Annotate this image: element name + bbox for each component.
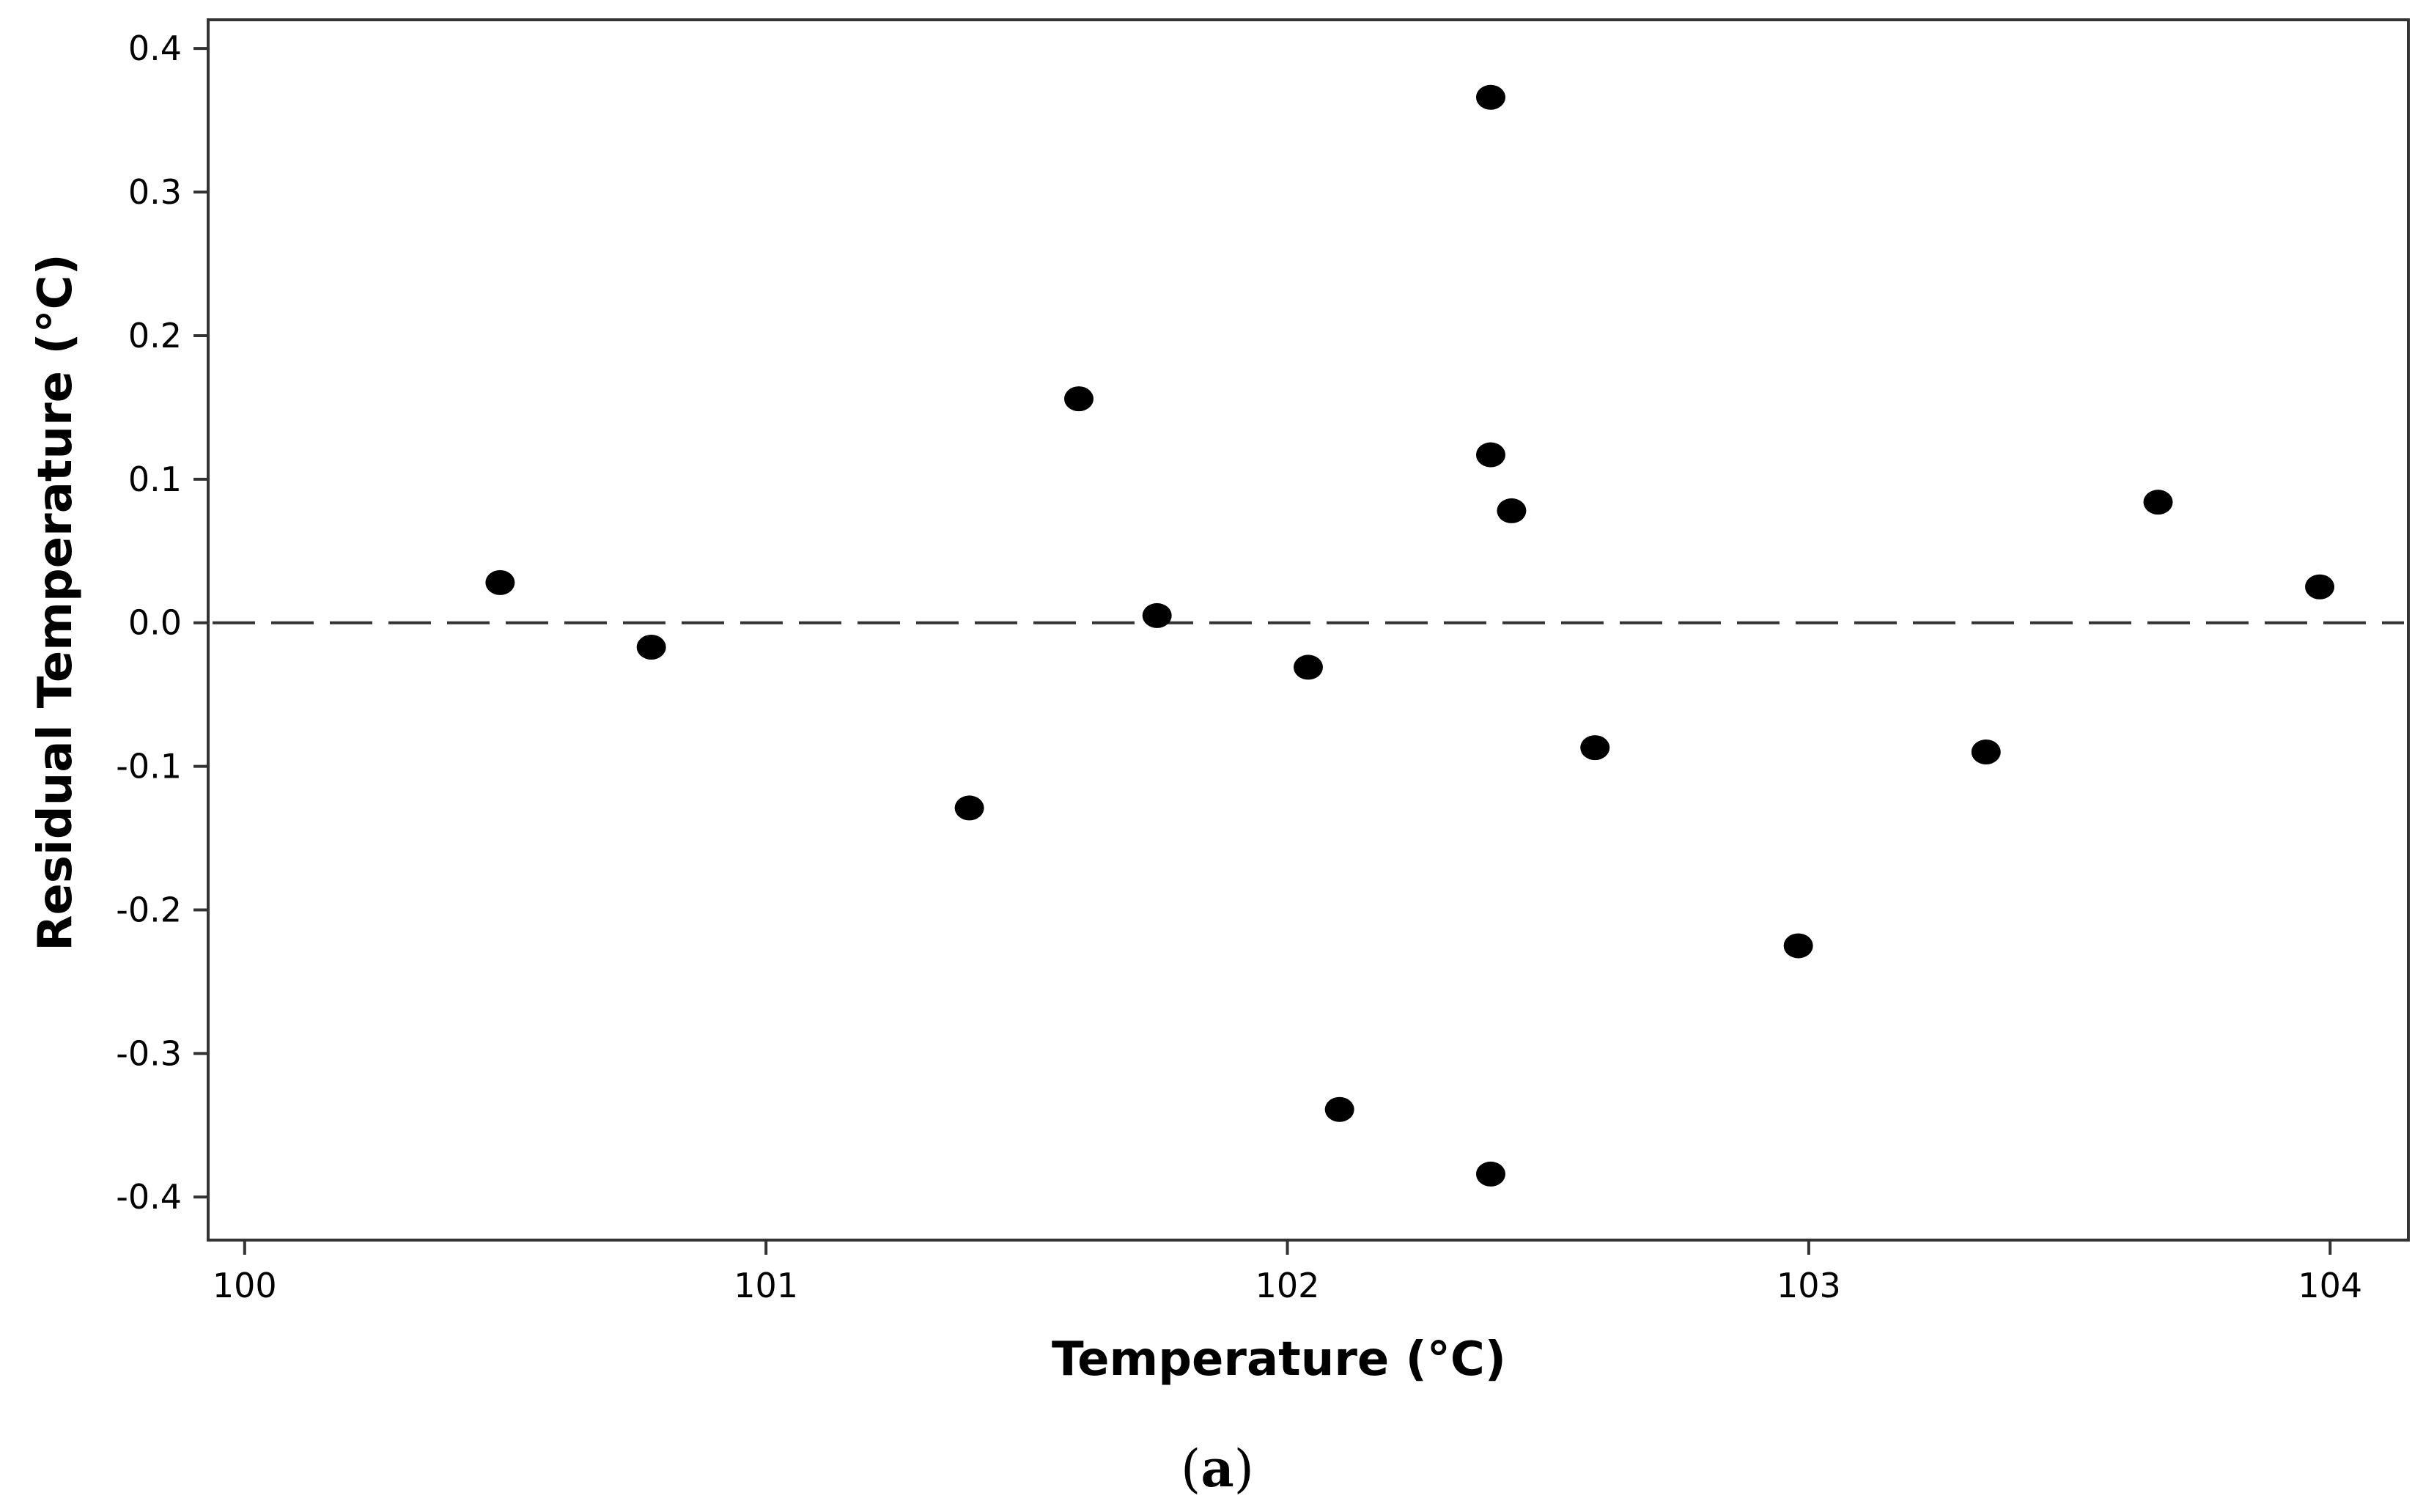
y-axis-ticks: 0.4 0.3 0.2 0.1 0.0 -0.1 -0.2 -0.3 -0.4	[116, 29, 208, 1217]
x-tick-label: 103	[1777, 1266, 1841, 1305]
data-point	[1063, 386, 1094, 412]
y-tick-label: 0.1	[128, 460, 182, 499]
caption-letter: a	[1201, 1438, 1233, 1499]
data-point	[2305, 574, 2335, 600]
x-tick-label: 101	[734, 1266, 798, 1305]
y-tick-label: -0.4	[116, 1177, 182, 1217]
scatter-points	[485, 84, 2335, 1187]
x-tick-label: 100	[213, 1266, 277, 1305]
data-point	[1580, 735, 1610, 761]
y-tick-label: -0.2	[116, 890, 182, 929]
y-tick-label: 0.2	[128, 316, 182, 355]
data-point	[1475, 442, 1505, 468]
y-axis-title: Residual Temperature (°C)	[29, 254, 83, 951]
data-point	[1783, 933, 1813, 959]
data-point	[1475, 84, 1505, 110]
data-point	[1475, 1161, 1505, 1187]
data-point	[1324, 1096, 1354, 1122]
data-point	[1497, 498, 1527, 523]
x-tick-label: 102	[1255, 1266, 1320, 1305]
y-tick-label: 0.3	[128, 172, 182, 212]
x-tick-label: 104	[2298, 1266, 2362, 1305]
data-point	[1971, 740, 2001, 764]
x-axis-title: Temperature (°C)	[1052, 1332, 1506, 1387]
y-tick-label: 0.4	[128, 29, 182, 68]
caption-open-paren: (	[1181, 1439, 1201, 1499]
data-point	[1142, 602, 1172, 628]
plot-frame	[207, 18, 2410, 1242]
data-point	[485, 569, 515, 595]
data-point	[954, 795, 984, 821]
data-point	[636, 635, 666, 660]
x-axis-ticks: 100 101 102 103 104	[213, 1240, 2362, 1305]
y-tick-label: -0.3	[116, 1033, 182, 1073]
data-point	[2143, 490, 2173, 515]
caption-close-paren: )	[1234, 1439, 1254, 1499]
figure-caption: (a)	[1181, 1438, 1254, 1499]
y-tick-label: 0.0	[128, 603, 182, 643]
data-point	[1294, 654, 1323, 680]
y-tick-label: -0.1	[116, 747, 182, 786]
